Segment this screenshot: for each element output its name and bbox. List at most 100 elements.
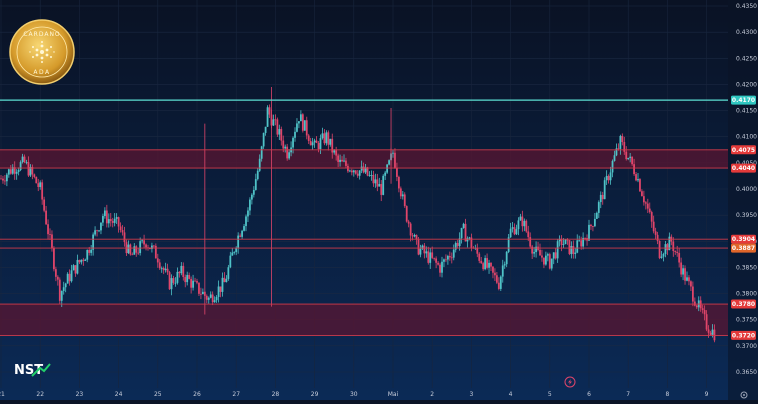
candle-body <box>709 332 712 335</box>
candle-body <box>423 245 426 254</box>
candle-body <box>607 175 610 181</box>
candle-body <box>17 170 20 172</box>
candle-body <box>693 301 696 306</box>
candle-body <box>531 246 534 254</box>
candle-body <box>384 172 387 176</box>
candle-body <box>54 269 57 277</box>
candle-body <box>501 265 504 277</box>
candlestick-series[interactable] <box>0 87 716 343</box>
candle-body <box>225 278 228 283</box>
y-tick-label: 0.3750 <box>736 317 757 324</box>
candle-body <box>127 244 130 254</box>
candle-body <box>121 230 124 233</box>
candle-body <box>78 259 81 263</box>
price-tag <box>731 163 756 173</box>
candle-body <box>215 296 218 301</box>
candle-body <box>525 220 528 232</box>
price-tags: 0.4170 0.4075 0.4040 0.3904 0.3887 0.3780 0.37… <box>731 95 756 340</box>
candle-body <box>611 160 614 173</box>
candle-body <box>233 251 236 253</box>
candle-body <box>21 156 24 163</box>
candle-body <box>495 275 498 283</box>
candle-body <box>164 268 167 271</box>
candle-body <box>617 148 620 150</box>
candle-body <box>662 253 665 257</box>
candle-body <box>43 199 46 211</box>
price-tag <box>731 95 756 105</box>
candle-body <box>7 169 10 175</box>
candle-body <box>664 244 667 254</box>
candle-body <box>260 146 263 159</box>
candle-body <box>629 156 632 158</box>
candle-body <box>466 238 469 242</box>
x-tick-label: 4 <box>509 391 513 398</box>
candle-body <box>51 234 53 249</box>
y-tick-label: 0.3800 <box>736 291 757 298</box>
candle-body <box>548 254 551 269</box>
candle-body <box>13 167 16 174</box>
candle-body <box>249 199 251 211</box>
candle-body <box>25 162 28 163</box>
candle-body <box>184 277 187 283</box>
candle-body <box>642 196 645 203</box>
candle-body <box>437 262 439 265</box>
candle-body <box>339 159 341 162</box>
x-tick-label: 2 <box>430 391 434 398</box>
y-axis: 0.4350 0.4300 0.4250 0.4200 0.4150 0.4100 0.40… <box>728 0 758 400</box>
candle-body <box>115 217 118 219</box>
candle-body <box>180 265 183 274</box>
candle-body <box>168 272 171 290</box>
price-tag-label: 0.3780 <box>732 301 755 308</box>
candle-body <box>380 184 383 195</box>
logo-top-text: CARDANO <box>23 31 60 38</box>
candle-body <box>274 119 277 121</box>
candle-body <box>690 281 692 287</box>
candle-body <box>113 218 116 223</box>
candle-body <box>482 263 485 270</box>
candle-body <box>156 258 159 263</box>
candle-body <box>207 297 210 300</box>
x-tick-label: 22 <box>36 391 44 398</box>
candle-body <box>229 255 232 268</box>
candle-body <box>396 167 398 177</box>
candle-body <box>592 226 594 227</box>
candle-body <box>352 170 355 173</box>
candle-body <box>558 238 561 242</box>
candle-body <box>245 216 247 227</box>
candle-body <box>605 175 608 181</box>
lightning-icon[interactable] <box>564 376 576 388</box>
candle-body <box>313 140 316 143</box>
candle-body <box>429 252 432 263</box>
candle-body <box>317 143 320 150</box>
candle-body <box>288 152 291 159</box>
candle-body <box>435 258 438 263</box>
settings-gear-icon[interactable] <box>740 391 748 399</box>
candle-body <box>15 171 18 174</box>
candle-body <box>517 220 520 230</box>
candle-body <box>72 265 75 271</box>
x-tick-label: 21 <box>0 391 5 398</box>
candle-body <box>131 254 134 256</box>
candle-body <box>486 258 488 268</box>
candle-body <box>123 232 126 243</box>
candle-body <box>29 167 32 176</box>
candle-body <box>554 252 557 259</box>
candle-body <box>102 216 104 223</box>
candle-body <box>676 251 679 253</box>
candle-body <box>668 236 671 251</box>
candle-body <box>66 273 69 284</box>
candle-body <box>682 268 684 275</box>
candle-body <box>4 180 6 182</box>
candle-body <box>411 235 414 237</box>
candle-body <box>49 234 51 235</box>
candle-body <box>111 220 114 223</box>
candle-body <box>439 264 441 273</box>
candle-body <box>376 179 379 187</box>
candle-body <box>654 231 657 235</box>
nst-logo: NST <box>14 363 51 378</box>
candle-body <box>98 230 100 232</box>
candle-body <box>109 219 112 221</box>
candle-body <box>460 227 463 239</box>
candle-body <box>262 132 265 147</box>
